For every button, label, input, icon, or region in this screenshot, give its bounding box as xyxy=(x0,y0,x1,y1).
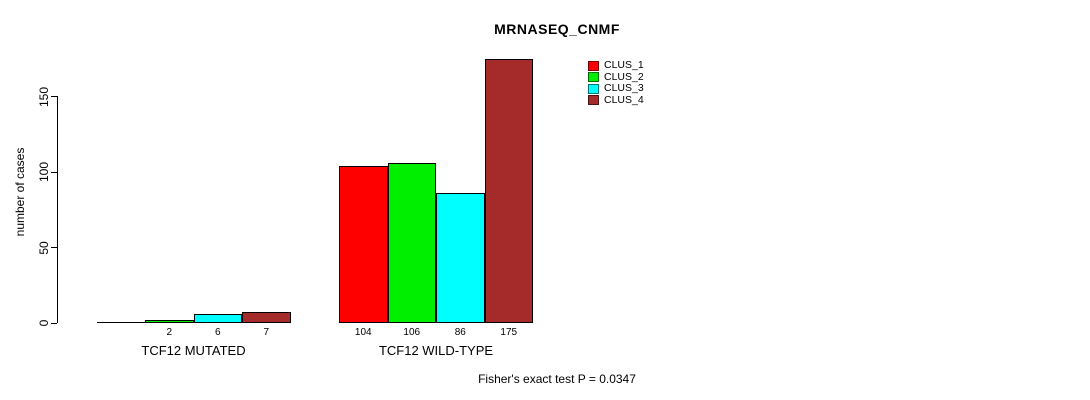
y-axis-tick xyxy=(51,247,57,248)
legend-swatch xyxy=(588,60,599,71)
chart-title: MRNASEQ_CNMF xyxy=(494,21,620,37)
legend-label: CLUS_3 xyxy=(604,82,644,95)
bar-value-label: 6 xyxy=(214,327,221,338)
bar-clus_1 xyxy=(339,165,388,323)
y-axis-tick-label: 100 xyxy=(37,161,51,183)
y-axis-tick xyxy=(51,171,57,173)
legend-label: CLUS_4 xyxy=(604,93,644,106)
y-axis-tick xyxy=(51,96,57,97)
bar-clus_3 xyxy=(436,193,485,323)
y-axis-line xyxy=(57,96,58,323)
bar-value-label: 7 xyxy=(263,327,270,338)
y-axis-title: number of cases xyxy=(13,147,27,237)
legend-swatch xyxy=(588,83,599,94)
y-axis-tick-label: 0 xyxy=(37,319,51,327)
bar-value-label: 86 xyxy=(454,327,466,338)
stats-annotation: Fisher's exact test P = 0.0347 xyxy=(478,372,636,386)
legend-item: CLUS_1 xyxy=(588,60,644,72)
legend: CLUS_1 CLUS_2 CLUS_3 CLUS_4 xyxy=(588,60,644,106)
legend-swatch xyxy=(588,95,599,106)
legend-label: CLUS_2 xyxy=(604,70,644,83)
y-axis-tick-label: 150 xyxy=(37,86,51,107)
bar-clus_1-zero xyxy=(96,322,145,323)
bar-clus_2 xyxy=(145,319,194,323)
bar-value-label: 175 xyxy=(500,327,518,338)
legend-item: CLUS_4 xyxy=(588,93,644,107)
bar-clus_4 xyxy=(484,58,533,323)
legend-item: CLUS_3 xyxy=(588,83,644,95)
y-axis-tick xyxy=(51,322,57,324)
legend-swatch xyxy=(588,72,599,83)
bar-clus_2 xyxy=(387,162,436,323)
bar-value-label: 2 xyxy=(166,327,173,338)
bar-value-label: 106 xyxy=(403,327,421,338)
bar-clus_4 xyxy=(242,312,291,323)
group-label: TCF12 MUTATED xyxy=(141,343,246,358)
y-axis-tick-label: 50 xyxy=(37,240,51,255)
legend-item: CLUS_2 xyxy=(588,70,644,84)
bar-value-label: 104 xyxy=(354,327,372,338)
bar-clus_3 xyxy=(193,313,242,323)
legend-label: CLUS_1 xyxy=(604,59,644,72)
group-label: TCF12 WILD-TYPE xyxy=(378,343,494,358)
